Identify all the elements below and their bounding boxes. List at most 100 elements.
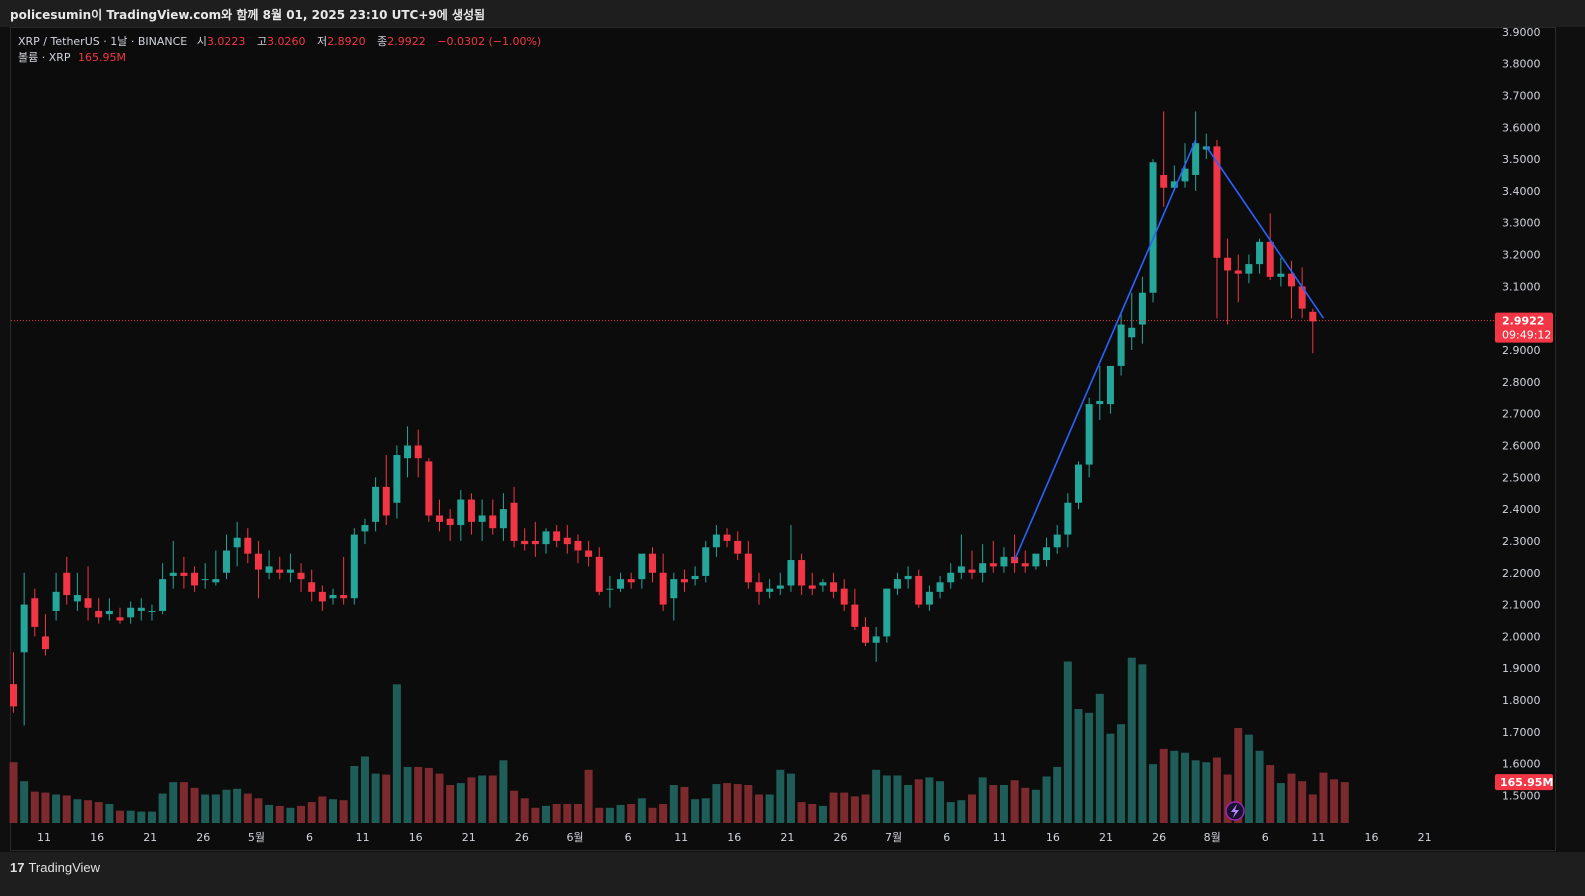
tradingview-logo-icon: 17: [10, 860, 25, 875]
trendlines: [1013, 139, 1325, 561]
volume-bar: [861, 794, 870, 823]
candle-body: [159, 579, 167, 611]
candle-body: [595, 556, 603, 592]
volume-bar: [147, 811, 156, 823]
volume-bar: [786, 773, 795, 823]
candle-body: [478, 515, 486, 522]
volume-bar: [222, 789, 231, 823]
volume-bar: [73, 799, 82, 823]
legend-low-label: 저: [317, 35, 328, 48]
candle-body: [925, 591, 933, 605]
volume-bar: [1202, 762, 1211, 823]
volume-bar: [137, 811, 146, 823]
price-tick-label: 2.1000: [1502, 599, 1541, 612]
candle-body: [808, 585, 816, 589]
legend-high-label: 고: [256, 35, 267, 48]
candle-body: [297, 572, 305, 580]
candle-body: [340, 595, 348, 599]
candle-body: [489, 515, 497, 529]
price-tick-label: 1.8000: [1502, 694, 1541, 707]
candle-body: [1096, 400, 1104, 405]
volume-bar: [520, 798, 529, 823]
volume-bar: [1074, 709, 1083, 823]
candle-body: [798, 560, 806, 586]
volume-bar: [701, 798, 710, 823]
time-tick-label: 21: [780, 831, 794, 844]
replay-icon[interactable]: [1225, 801, 1245, 821]
candle-body: [265, 566, 273, 573]
candle-body: [734, 540, 742, 554]
time-tick-label: 6: [1262, 831, 1269, 844]
volume-bar: [1021, 787, 1030, 823]
volume-bar: [669, 785, 678, 823]
last-price-badge: [1495, 312, 1553, 343]
candle-body: [553, 531, 561, 541]
candle-body: [712, 534, 720, 548]
volume-bar: [382, 774, 391, 823]
candle-body: [893, 579, 901, 589]
candle-body: [276, 569, 284, 573]
candle-body: [1234, 270, 1242, 274]
volume-bar: [403, 766, 412, 823]
volume-bar: [1255, 750, 1264, 823]
candle-body: [1000, 556, 1008, 567]
chart-frame[interactable]: [10, 27, 1556, 851]
volume-bar: [829, 792, 838, 823]
tradingview-brand[interactable]: 17 TradingView: [10, 860, 100, 875]
price-tick-label: 1.7000: [1502, 726, 1541, 739]
volume-bar: [275, 805, 284, 823]
volume-badge: [1495, 774, 1553, 791]
candle-body: [1085, 404, 1093, 465]
volume-bar: [627, 804, 636, 823]
candle-body: [1149, 162, 1157, 293]
candle-body: [20, 604, 28, 653]
candle-body: [947, 572, 955, 583]
volume-bar: [744, 785, 753, 823]
candle-body: [915, 575, 923, 605]
price-tick-label: 3.3000: [1502, 217, 1541, 230]
legend-low-value: 2.8920: [327, 35, 366, 48]
candle-body: [105, 610, 113, 615]
price-tick-label: 2.4000: [1502, 503, 1541, 516]
legend-symbol: XRP / TetherUS · 1날 · BINANCE: [18, 35, 188, 48]
volume-bar: [957, 800, 966, 823]
volume-bar: [307, 802, 316, 823]
price-tick-label: 3.5000: [1502, 153, 1541, 166]
volume-bar: [1170, 750, 1179, 823]
bottom-bar: 17 TradingView: [0, 852, 1585, 896]
volume-bar: [169, 782, 178, 823]
candle-body: [531, 540, 539, 545]
candle-body: [968, 569, 976, 573]
candle-body: [702, 547, 710, 576]
candle-body: [1075, 464, 1082, 503]
candle-body: [649, 553, 656, 573]
candle-body: [830, 582, 838, 592]
legend-close-label: 종: [377, 35, 388, 48]
candle-body: [1160, 175, 1168, 188]
candle-body: [638, 553, 646, 580]
candle-body: [63, 572, 71, 596]
time-tick-label: 21: [1418, 831, 1432, 844]
candle-body: [361, 525, 369, 532]
volume-bar: [435, 773, 444, 823]
candle-body: [1138, 292, 1146, 325]
volume-bar: [531, 807, 540, 823]
candle-body: [372, 486, 380, 522]
time-tick-label: 26: [1152, 831, 1166, 844]
volume-bar: [1287, 773, 1296, 823]
candle-body: [1117, 324, 1125, 366]
volume-bar: [243, 793, 252, 823]
volume-bar: [339, 800, 348, 823]
candle-body: [691, 575, 699, 580]
candle-body: [318, 591, 326, 602]
volume-bar: [542, 805, 550, 823]
volume-bar: [94, 802, 103, 823]
volume-bar: [1053, 766, 1062, 823]
time-tick-label: 7월: [885, 831, 902, 844]
time-tick-label: 11: [993, 831, 1007, 844]
volume-bar: [84, 800, 93, 823]
candle-body: [1053, 534, 1061, 548]
candle-body: [350, 534, 358, 599]
volume-bar: [925, 777, 934, 823]
